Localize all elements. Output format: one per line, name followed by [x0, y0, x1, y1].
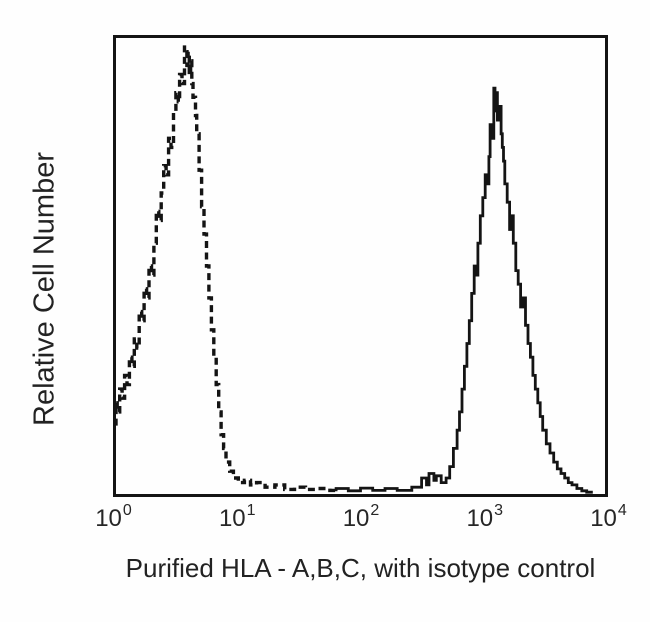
x-tick-10e1: 101: [218, 502, 256, 532]
hla-abc-curve: [334, 86, 593, 494]
plot-svg: [116, 45, 593, 494]
x-tick-10e3: 103: [466, 502, 504, 532]
x-axis-title: Purified HLA - A,B,C, with isotype contr…: [125, 553, 596, 583]
plot-area: [113, 35, 608, 497]
y-axis-label: Relative Cell Number: [28, 152, 61, 426]
x-tick-10e4: 104: [590, 502, 627, 532]
isotype-control-curve: [116, 45, 337, 493]
x-axis-ticks: 100 101 102 103 104: [95, 502, 627, 538]
x-tick-10e0: 100: [95, 502, 132, 532]
x-tick-10e2: 102: [342, 502, 380, 532]
